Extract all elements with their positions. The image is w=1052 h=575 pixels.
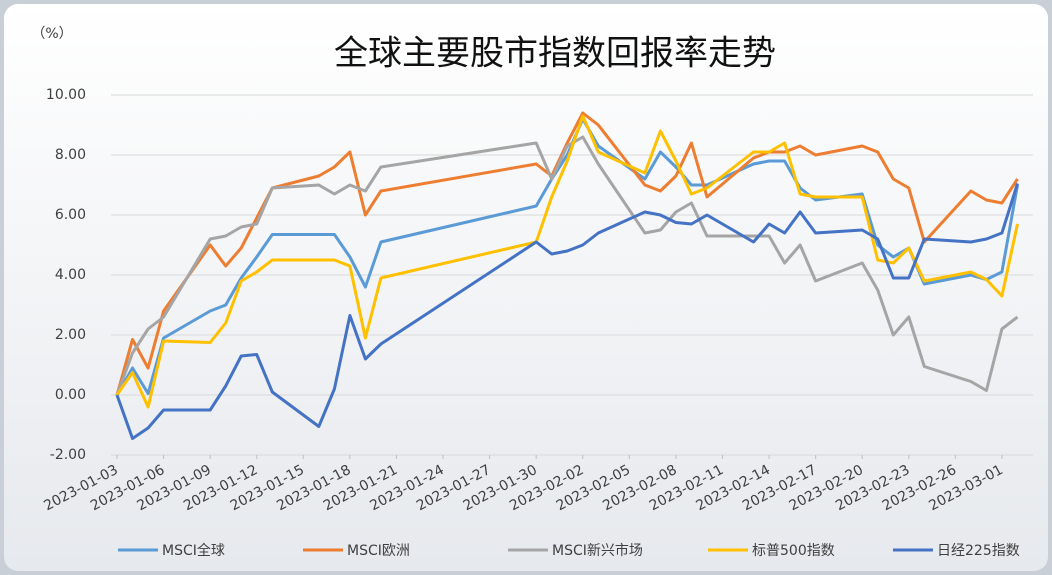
legend-label: MSCI欧洲 [347,543,410,559]
y-tick-label: 6.00 [55,207,86,223]
chart-title: 全球主要股市指数回报率走势 [334,34,776,74]
y-tick-label: 10.00 [46,87,86,103]
series-line [115,114,1019,409]
series-line [115,111,1019,396]
y-tick-label: 0.00 [55,387,86,403]
y-unit: （%） [31,26,72,42]
legend-label: 日经225指数 [937,543,1020,559]
legend-label: 标普500指数 [752,543,835,559]
y-tick-label: -2.00 [50,447,86,463]
legend-label: MSCI全球 [162,542,225,559]
legend-label: MSCI新兴市场 [552,542,643,559]
series-line [115,135,1019,396]
series-line [115,183,1019,440]
y-tick-label: 2.00 [55,327,86,343]
y-tick-label: 8.00 [55,147,86,163]
y-tick-label: 4.00 [55,267,86,283]
